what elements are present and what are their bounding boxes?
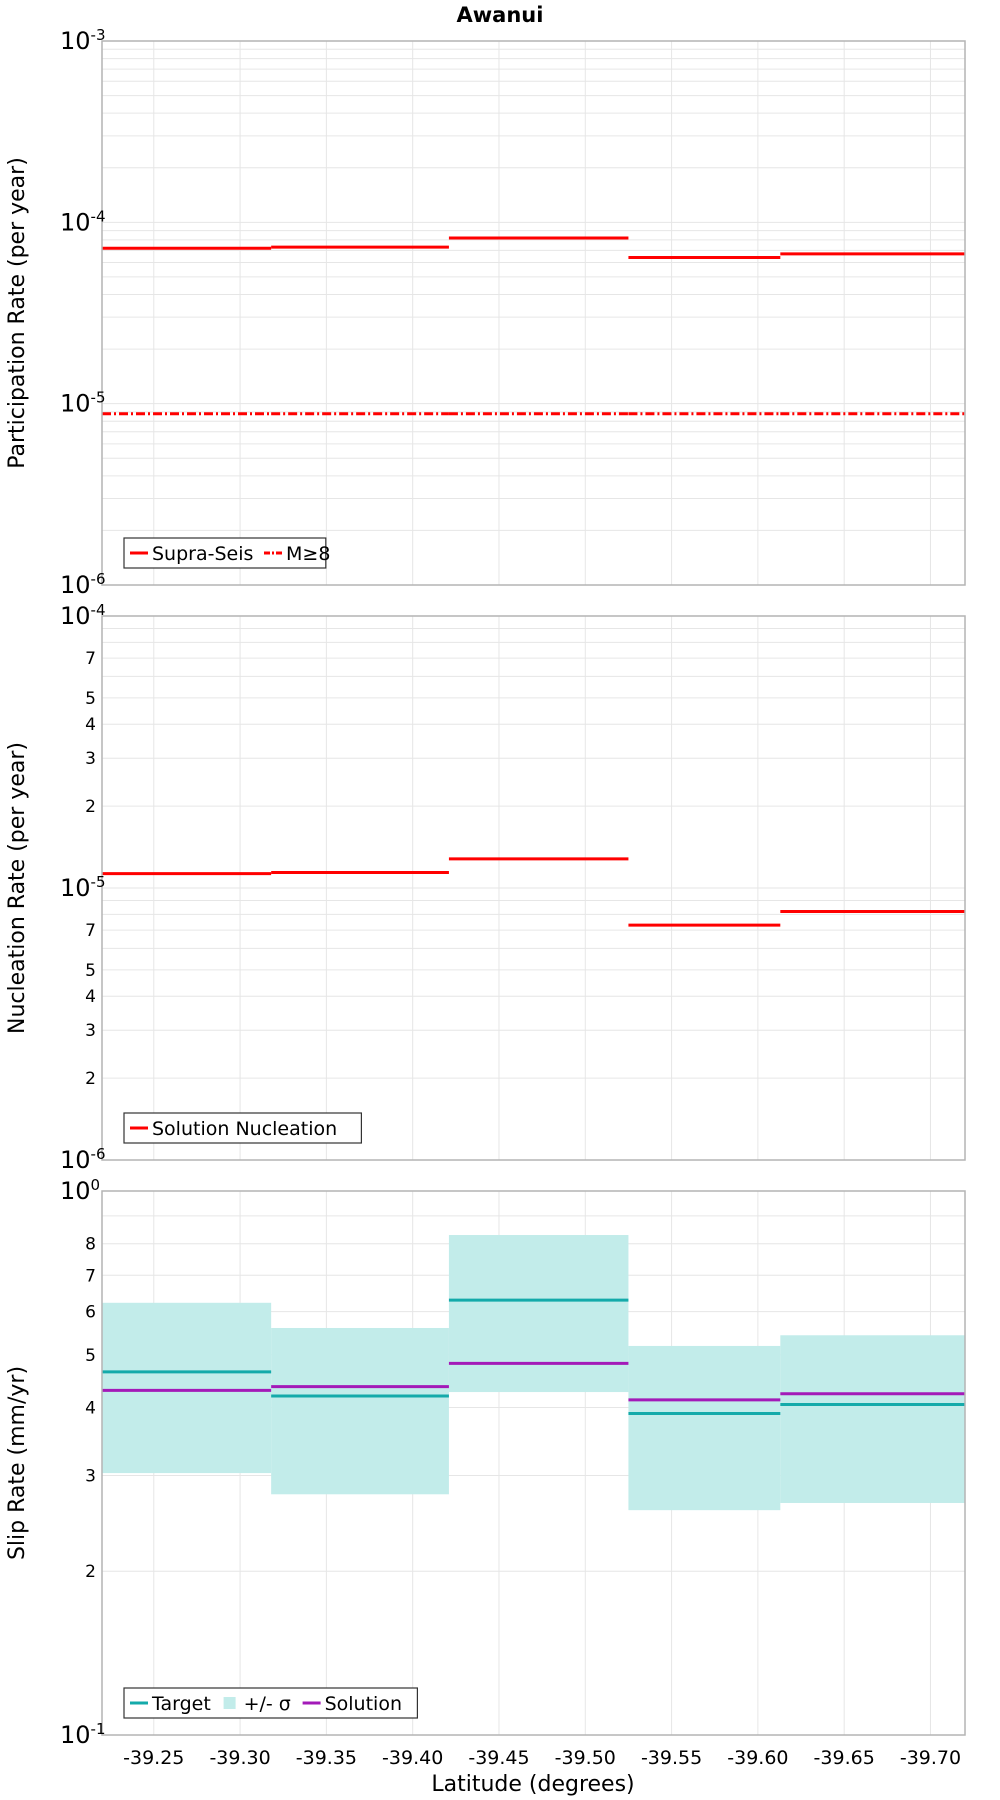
x-tick-label: -39.25 <box>123 1747 184 1769</box>
sigma-band-segment <box>448 1235 629 1393</box>
plot-frame <box>101 615 966 1161</box>
y-minor-tick-label: 2 <box>85 797 96 817</box>
legend-entry-label: Solution <box>325 1693 402 1715</box>
x-tick-label: -39.35 <box>296 1747 357 1769</box>
plot-frame <box>101 1190 966 1736</box>
plot-frame <box>101 40 966 586</box>
legend-box <box>123 537 327 569</box>
y-major-tick-label: 100 <box>60 1176 100 1205</box>
y-minor-tick-label: 5 <box>85 961 96 981</box>
y-minor-tick-label: 3 <box>85 1466 96 1486</box>
legend-entry-label: Solution Nucleation <box>152 1118 337 1140</box>
x-tick-label: -39.55 <box>641 1747 702 1769</box>
y-axis-label: Participation Rate (per year) <box>5 157 30 469</box>
y-major-tick-label: 10-3 <box>60 26 106 55</box>
y-minor-tick-label: 3 <box>85 749 96 769</box>
legend-box <box>123 1687 418 1719</box>
sigma-band-segment <box>102 1302 272 1474</box>
y-minor-tick-label: 3 <box>85 1021 96 1041</box>
legend: Target +/- σ Solution <box>123 1687 418 1719</box>
y-axis-label: Nucleation Rate (per year) <box>5 742 30 1034</box>
x-axis-label: Latitude (degrees) <box>431 1772 634 1797</box>
y-major-tick-label: 10-5 <box>60 389 106 418</box>
panel-2: 10-4 10-5 10-6 7 5 4 3 2 7 5 4 3 2 Nucleation Rate (p… <box>5 601 966 1174</box>
legend-entry-label: Target <box>151 1693 211 1715</box>
legend-entry-label: Supra-Seis <box>152 543 253 565</box>
y-minor-tick-label: 4 <box>85 987 96 1007</box>
y-minor-tick-label: 5 <box>85 689 96 709</box>
y-minor-tick-label: 5 <box>85 1346 96 1366</box>
y-major-tick-label: 10-1 <box>60 1720 106 1749</box>
chart-title: Awanui <box>457 3 544 27</box>
y-major-tick-label: 10-4 <box>60 207 106 236</box>
sigma-band-segment <box>271 1327 449 1495</box>
y-minor-tick-label: 2 <box>85 1562 96 1582</box>
x-tick-label: -39.60 <box>727 1747 788 1769</box>
x-tick-label: -39.45 <box>468 1747 529 1769</box>
legend: Solution Nucleation <box>123 1112 362 1144</box>
y-minor-tick-label: 7 <box>85 649 96 669</box>
sigma-band-segment <box>628 1345 781 1511</box>
y-major-tick-label: 10-6 <box>60 1145 106 1174</box>
y-minor-tick-label: 4 <box>85 1398 96 1418</box>
legend: Supra-Seis M≥8 <box>123 537 330 569</box>
y-major-tick-label: 10-4 <box>60 601 106 630</box>
y-minor-tick-label: 6 <box>85 1303 96 1323</box>
x-tick-label: -39.30 <box>209 1747 270 1769</box>
y-major-tick-label: 10-5 <box>60 873 106 902</box>
legend-box <box>123 1112 362 1144</box>
y-minor-tick-label: 7 <box>85 1266 96 1286</box>
panel-1: 10-3 10-4 10-5 10-6 Participation Rate (per … <box>5 26 966 599</box>
y-major-tick-label: 10-6 <box>60 570 106 599</box>
legend-entry-label: M≥8 <box>286 543 330 565</box>
x-tick-label: -39.40 <box>382 1747 443 1769</box>
y-minor-tick-label: 8 <box>85 1235 96 1255</box>
panel-3: 100 10-1 8 7 6 5 4 3 2 Slip Rate (mm/yr) Target +/-… <box>5 1176 966 1769</box>
x-tick-label: -39.50 <box>555 1747 616 1769</box>
sigma-band-segment <box>780 1335 965 1503</box>
y-minor-tick-label: 7 <box>85 921 96 941</box>
legend-swatch <box>223 1697 236 1709</box>
y-minor-tick-label: 2 <box>85 1069 96 1089</box>
x-tick-label: -39.70 <box>900 1747 961 1769</box>
y-axis-label: Slip Rate (mm/yr) <box>5 1366 30 1560</box>
y-minor-tick-label: 4 <box>85 715 96 735</box>
x-tick-label: -39.65 <box>814 1747 875 1769</box>
legend-entry-label: +/- σ <box>244 1693 291 1715</box>
